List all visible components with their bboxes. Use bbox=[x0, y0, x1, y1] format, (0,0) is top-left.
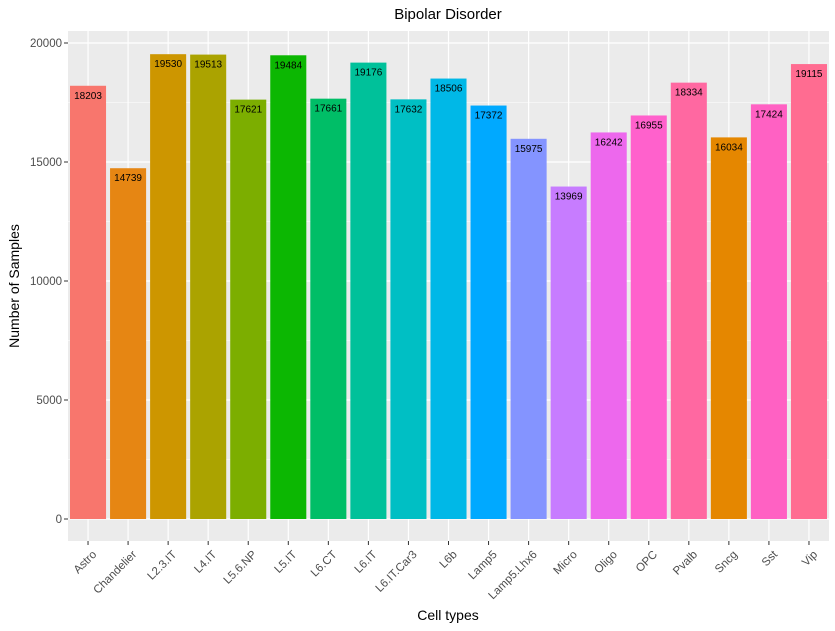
bar-sncg bbox=[710, 137, 747, 519]
x-tick-label: Micro bbox=[551, 549, 579, 577]
x-tick-label: Pvalb bbox=[671, 549, 700, 578]
x-tick-label: OPC bbox=[634, 549, 660, 575]
x-tick-label: L5.6.NP bbox=[222, 549, 260, 587]
bar-opc bbox=[630, 115, 667, 519]
bar-micro bbox=[550, 186, 587, 520]
x-tick-label: L4.IT bbox=[192, 549, 219, 576]
data-label: 17372 bbox=[475, 111, 503, 122]
bar-lamp5 bbox=[470, 105, 507, 520]
x-tick-label: Chandelier bbox=[91, 549, 139, 597]
bar-oligo bbox=[590, 132, 627, 519]
data-label: 18506 bbox=[435, 84, 463, 95]
x-tick-label: L5.IT bbox=[272, 549, 299, 576]
y-tick-label: 0 bbox=[56, 514, 62, 526]
x-tick-label: Astro bbox=[72, 549, 99, 576]
y-tick-label: 20000 bbox=[30, 38, 62, 50]
y-tick-label: 5000 bbox=[36, 395, 62, 407]
x-axis-title: Cell types bbox=[417, 607, 478, 623]
bar-l6-it bbox=[350, 62, 387, 519]
bar-l6-it-car3 bbox=[390, 99, 427, 519]
data-label: 19115 bbox=[795, 69, 823, 80]
data-label: 16034 bbox=[715, 142, 743, 153]
bar-lamp5-lhx6 bbox=[510, 138, 547, 520]
data-label: 17621 bbox=[234, 105, 262, 116]
data-label: 19513 bbox=[194, 60, 222, 71]
data-label: 19530 bbox=[154, 59, 182, 70]
bar-l2-3-it bbox=[150, 54, 187, 519]
chart-title: Bipolar Disorder bbox=[394, 6, 502, 23]
bar-chandelier bbox=[110, 168, 147, 520]
data-label: 15975 bbox=[515, 144, 543, 155]
data-label: 14739 bbox=[114, 173, 142, 184]
data-label: 19484 bbox=[274, 60, 302, 71]
bar-l5-6-np bbox=[230, 99, 267, 519]
data-label: 17661 bbox=[314, 104, 342, 115]
data-labels: 18203 14739 19530 19513 17621 19484 17661 19176… bbox=[74, 59, 823, 202]
bar-l4-it bbox=[190, 54, 227, 519]
y-axis: 0 5000 10000 15000 20000 bbox=[30, 38, 68, 526]
data-label: 17632 bbox=[395, 104, 423, 115]
x-tick-label: L6.IT bbox=[353, 549, 380, 576]
bar-l5-it bbox=[270, 55, 307, 520]
y-tick-label: 10000 bbox=[30, 276, 62, 288]
bar-l6-ct bbox=[310, 98, 347, 519]
x-tick-label: Vip bbox=[800, 549, 820, 569]
x-tick-label: Sncg bbox=[713, 549, 740, 576]
y-axis-title: Number of Samples bbox=[6, 224, 22, 348]
data-label: 17424 bbox=[755, 109, 783, 120]
x-tick-label: L2.3.IT bbox=[146, 549, 180, 583]
y-tick-label: 15000 bbox=[30, 157, 62, 169]
x-tick-label: L6.CT bbox=[309, 549, 340, 580]
data-label: 19176 bbox=[354, 68, 382, 79]
data-label: 18334 bbox=[675, 88, 703, 99]
bars bbox=[70, 54, 827, 520]
bar-pvalb bbox=[670, 82, 707, 519]
x-tick-label: Oligo bbox=[592, 549, 619, 576]
data-label: 16242 bbox=[595, 137, 623, 148]
x-tick-label: L6b bbox=[438, 549, 460, 571]
bar-sst bbox=[750, 104, 787, 519]
x-tick-label: L6.IT.Car3 bbox=[374, 549, 420, 595]
bar-vip bbox=[790, 64, 827, 520]
data-label: 18203 bbox=[74, 91, 102, 102]
data-label: 16955 bbox=[635, 120, 663, 131]
bar-astro bbox=[70, 85, 107, 519]
x-tick-label: Lamp5 bbox=[466, 549, 499, 582]
x-tick-label: Sst bbox=[760, 548, 781, 569]
data-label: 13969 bbox=[555, 192, 583, 203]
bar-l6b bbox=[430, 78, 467, 520]
